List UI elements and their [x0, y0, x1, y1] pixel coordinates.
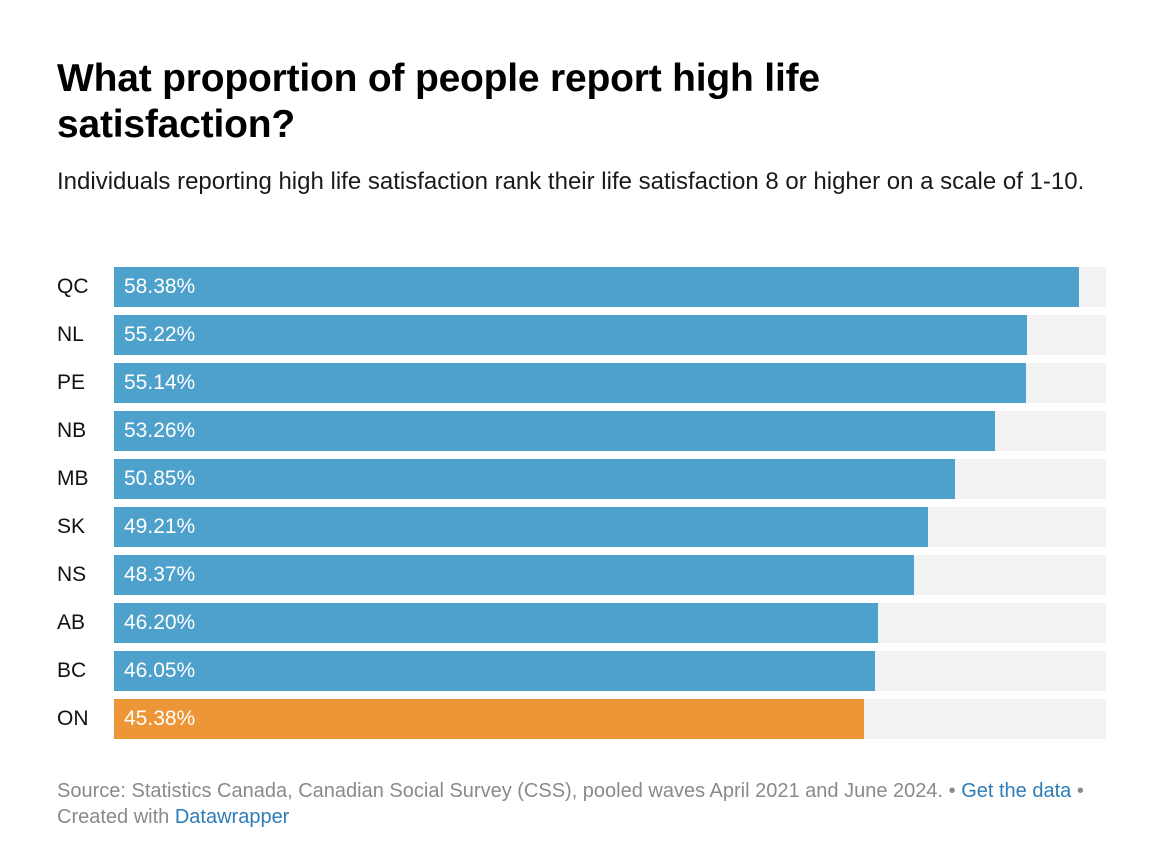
bar-value-label: 48.37% — [124, 563, 196, 586]
bar-row: PE 55.14% — [57, 363, 1107, 403]
bar-row: SK 49.21% — [57, 507, 1107, 547]
bar-track: 46.05% — [114, 651, 1106, 691]
created-with-text: Created with — [57, 806, 175, 828]
category-label: NB — [57, 419, 87, 442]
category-label: BC — [57, 659, 87, 682]
bar-row: AB 46.20% — [57, 603, 1107, 643]
category-label: SK — [57, 515, 86, 538]
category-label: ON — [57, 707, 89, 730]
bar-row: QC 58.38% — [57, 267, 1107, 307]
bar-qc: 58.38% — [114, 267, 1079, 307]
category-label: MB — [57, 467, 89, 490]
bar-track: 45.38% — [114, 699, 1106, 739]
bar-sk: 49.21% — [114, 507, 928, 547]
chart-footer: Source: Statistics Canada, Canadian Soci… — [57, 778, 1107, 830]
footer-separator: • — [1071, 780, 1084, 802]
chart-subtitle: Individuals reporting high life satisfac… — [57, 168, 1085, 195]
category-label: PE — [57, 371, 86, 394]
bar-value-label: 49.21% — [124, 515, 196, 538]
bar-value-label: 46.05% — [124, 659, 196, 682]
bar-track: 58.38% — [114, 267, 1106, 307]
bar-track: 50.85% — [114, 459, 1106, 499]
bar-ab: 46.20% — [114, 603, 878, 643]
bar-row: NS 48.37% — [57, 555, 1107, 595]
category-label: NS — [57, 563, 87, 586]
bar-value-label: 53.26% — [124, 419, 196, 442]
bar-row: NB 53.26% — [57, 411, 1107, 451]
bar-nb: 53.26% — [114, 411, 995, 451]
bar-value-label: 55.22% — [124, 323, 196, 346]
category-label: NL — [57, 323, 84, 346]
get-the-data-link[interactable]: Get the data — [961, 780, 1072, 802]
category-label: QC — [57, 275, 89, 298]
chart-header: What proportion of people report high li… — [57, 56, 1107, 198]
bar-row: MB 50.85% — [57, 459, 1107, 499]
bar-value-label: 46.20% — [124, 611, 196, 634]
chart-title: What proportion of people report high li… — [57, 57, 820, 146]
bar-track: 55.14% — [114, 363, 1106, 403]
bar-value-label: 55.14% — [124, 371, 196, 394]
bar-on: 45.38% — [114, 699, 864, 739]
bar-bc: 46.05% — [114, 651, 875, 691]
bar-ns: 48.37% — [114, 555, 914, 595]
datawrapper-link[interactable]: Datawrapper — [174, 806, 290, 828]
footer-separator: • — [943, 780, 962, 802]
bar-value-label: 50.85% — [124, 467, 196, 490]
source-text: Source: Statistics Canada, Canadian Soci… — [57, 780, 944, 802]
bar-track: 49.21% — [114, 507, 1106, 547]
bar-track: 46.20% — [114, 603, 1106, 643]
bar-value-label: 45.38% — [124, 707, 196, 730]
bar-track: 48.37% — [114, 555, 1106, 595]
bar-mb: 50.85% — [114, 459, 955, 499]
bar-row: NL 55.22% — [57, 315, 1107, 355]
bar-pe: 55.14% — [114, 363, 1026, 403]
bar-row: ON 45.38% — [57, 699, 1107, 739]
bar-track: 55.22% — [114, 315, 1106, 355]
bar-nl: 55.22% — [114, 315, 1027, 355]
bar-track: 53.26% — [114, 411, 1106, 451]
bar-chart: QC 58.38% NL 55.22% PE 55.14% NB 53.26% MB 50.85%… — [57, 267, 1107, 747]
bar-row: BC 46.05% — [57, 651, 1107, 691]
category-label: AB — [57, 611, 86, 634]
bar-value-label: 58.38% — [124, 275, 196, 298]
